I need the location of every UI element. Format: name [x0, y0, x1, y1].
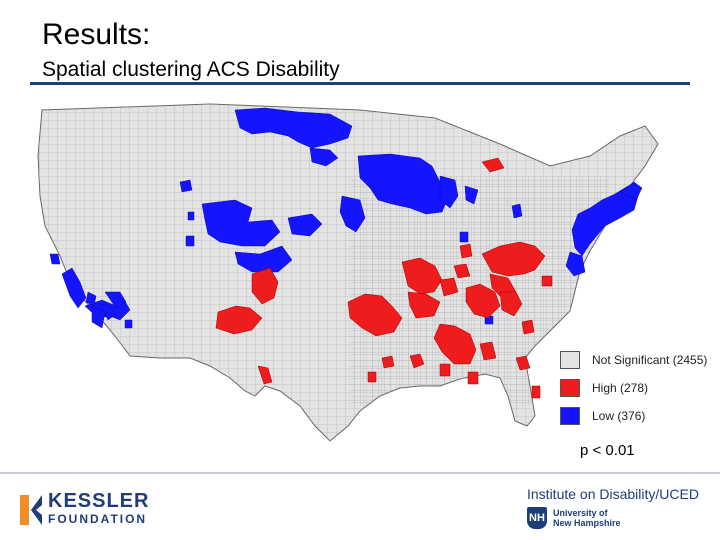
high-clusters [215, 157, 553, 399]
low-cluster-idaho-spot [179, 179, 193, 193]
low-cluster-california-bay [61, 267, 87, 309]
us-county-map [37, 103, 659, 442]
high-cluster-carolina [521, 319, 535, 335]
high-cluster-mississippi [467, 371, 479, 385]
high-cluster-appalachia [499, 291, 523, 317]
legend-swatch-not-significant [560, 351, 580, 369]
kessler-foundation-logo: KESSLER FOUNDATION [20, 490, 150, 528]
low-cluster-minnesota-east [439, 175, 459, 209]
high-cluster-texas-east [409, 353, 425, 369]
high-cluster-missouri-west [401, 257, 443, 295]
low-cluster-colorado [234, 245, 293, 273]
high-cluster-arkansas [433, 323, 477, 365]
high-cluster-missouri [407, 291, 441, 319]
low-cluster-wyoming [201, 199, 281, 247]
low-cluster-colorado-east [287, 213, 323, 237]
low-cluster-montana-north [234, 107, 353, 149]
significance-label: p < 0.01 [580, 442, 635, 459]
kessler-k-icon [20, 495, 42, 525]
low-cluster-arizona-spot [124, 319, 133, 329]
institute-title: Institute on Disability/UCED [527, 486, 699, 502]
legend-swatch-high [560, 379, 580, 397]
high-cluster-missouri-bootheel [439, 277, 459, 297]
low-cluster-northeast [571, 185, 639, 257]
kessler-logo-line1: KESSLER [48, 490, 150, 512]
legend-item-high: High (278) [560, 374, 707, 402]
low-cluster-dakotas-minnesota [357, 153, 449, 215]
unh-logo: NH University of New Hampshire [527, 507, 621, 529]
map-legend: Not Significant (2455) High (278) Low (3… [560, 346, 707, 430]
low-cluster-michigan-spot [511, 203, 523, 219]
high-cluster-texas-south [367, 371, 377, 383]
high-cluster-arizona-south [257, 365, 273, 385]
high-cluster-georgia [515, 355, 531, 371]
legend-item-low: Low (376) [560, 402, 707, 430]
low-cluster-virginia [565, 251, 586, 277]
high-cluster-michigan [481, 157, 505, 173]
legend-label: High (278) [592, 381, 649, 395]
low-cluster-nebraska [339, 195, 366, 233]
legend-label: Low (376) [592, 409, 646, 423]
low-cluster-oregon-spot [49, 253, 61, 265]
high-cluster-tennessee [465, 283, 501, 319]
kessler-logo-line2: FOUNDATION [48, 512, 148, 526]
high-cluster-louisiana [439, 363, 451, 377]
low-cluster-california-south [91, 305, 106, 329]
low-cluster-california-desert [104, 291, 127, 309]
unh-line1: University of [553, 508, 608, 518]
high-cluster-arizona [215, 305, 263, 335]
high-cluster-kentucky-spot [459, 243, 473, 259]
footer-divider [0, 472, 720, 474]
legend-item-not-significant: Not Significant (2455) [560, 346, 707, 374]
low-cluster-la [85, 291, 97, 307]
high-cluster-kentucky [481, 241, 546, 277]
high-cluster-virginia-west [541, 275, 553, 287]
high-cluster-nevada [251, 267, 279, 305]
page-title: Results: [42, 18, 151, 51]
high-cluster-texas-central [381, 355, 395, 369]
high-cluster-alabama [479, 341, 497, 361]
high-cluster-ozarks-east [453, 263, 471, 279]
page-subtitle: Spatial clustering ACS Disability [42, 58, 340, 81]
low-cluster-utah-spot [185, 235, 195, 247]
legend-swatch-low [560, 407, 580, 425]
unh-line2: New Hampshire [553, 518, 621, 528]
low-cluster-nevada-spot [187, 211, 195, 221]
low-cluster-illinois-spot [459, 231, 469, 243]
low-cluster-montana-spur [309, 147, 339, 167]
low-cluster-newengland [619, 181, 643, 201]
low-cluster-socal [99, 303, 117, 321]
low-cluster-wisconsin [464, 185, 479, 205]
high-cluster-florida [531, 385, 541, 399]
unh-shield-icon: NH [527, 507, 547, 529]
high-cluster-oklahoma [347, 293, 403, 337]
low-clusters [49, 107, 643, 329]
title-rule [30, 82, 690, 85]
legend-label: Not Significant (2455) [592, 353, 708, 367]
